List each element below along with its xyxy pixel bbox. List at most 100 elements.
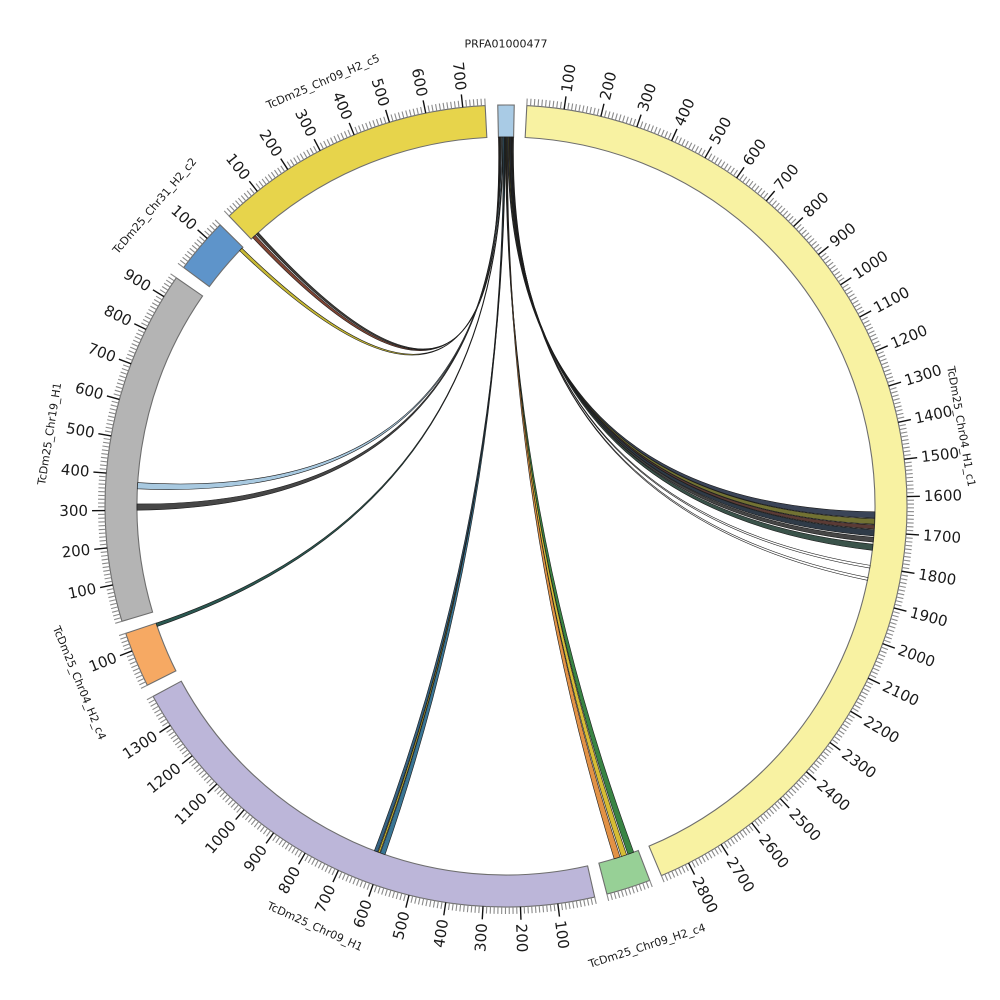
minor-tick-mark xyxy=(299,153,305,161)
minor-tick-mark xyxy=(162,721,169,727)
major-tick-mark xyxy=(298,852,306,865)
minor-tick-mark xyxy=(146,695,154,701)
minor-tick-mark xyxy=(309,147,315,155)
tick-label: 1000 xyxy=(201,817,240,858)
major-tick-mark xyxy=(859,310,872,318)
minor-tick-mark xyxy=(638,884,643,892)
minor-tick-mark xyxy=(99,475,107,478)
minor-tick-mark xyxy=(196,766,203,773)
minor-tick-mark xyxy=(866,326,874,331)
minor-tick-mark xyxy=(373,885,378,893)
minor-tick-mark xyxy=(361,124,366,131)
tick-label: 100 xyxy=(222,150,254,184)
minor-tick-mark xyxy=(886,376,894,380)
minor-tick-mark xyxy=(559,101,562,109)
minor-tick-mark xyxy=(459,904,462,912)
major-tick-mark xyxy=(600,103,605,117)
tick-label: 300 xyxy=(634,81,660,114)
minor-tick-mark xyxy=(574,104,577,112)
minor-tick-mark xyxy=(902,446,910,449)
minor-tick-mark xyxy=(822,751,829,757)
minor-tick-mark xyxy=(736,833,742,841)
minor-tick-mark xyxy=(109,599,117,602)
minor-tick-mark xyxy=(903,555,911,558)
minor-tick-mark xyxy=(137,329,145,334)
minor-tick-mark xyxy=(259,825,265,833)
minor-tick-mark xyxy=(198,769,205,776)
tick-label: 300 xyxy=(59,502,88,520)
major-tick-mark xyxy=(443,902,447,916)
minor-tick-mark xyxy=(341,873,346,880)
minor-tick-mark xyxy=(671,870,676,878)
minor-tick-mark xyxy=(140,684,148,689)
minor-tick-mark xyxy=(782,210,789,217)
minor-tick-mark xyxy=(895,409,903,412)
minor-tick-mark xyxy=(614,113,618,121)
tick-label: 500 xyxy=(706,114,736,148)
minor-tick-mark xyxy=(161,286,169,291)
minor-tick-mark xyxy=(129,660,137,665)
major-tick-mark xyxy=(882,642,896,649)
minor-tick-mark xyxy=(160,718,167,724)
minor-tick-mark xyxy=(416,107,419,115)
major-tick-mark xyxy=(280,158,289,170)
tick-label: 100 xyxy=(86,649,119,676)
tick-label: 1100 xyxy=(870,283,912,317)
major-tick-mark xyxy=(248,180,258,192)
minor-tick-mark xyxy=(194,242,201,248)
tick-label: 500 xyxy=(368,76,394,109)
minor-tick-mark xyxy=(646,124,651,131)
minor-tick-mark xyxy=(779,207,786,214)
minor-tick-mark xyxy=(578,104,581,112)
major-tick-mark xyxy=(348,122,355,136)
tick-label: 400 xyxy=(430,918,452,949)
minor-tick-mark xyxy=(294,848,300,856)
major-tick-mark xyxy=(905,533,920,536)
major-tick-mark xyxy=(779,798,790,809)
minor-tick-mark xyxy=(120,636,128,640)
minor-tick-mark xyxy=(100,456,108,459)
minor-tick-mark xyxy=(898,585,906,588)
minor-tick-mark xyxy=(214,219,221,226)
minor-tick-mark xyxy=(785,792,791,799)
minor-tick-mark xyxy=(345,874,350,882)
minor-tick-mark xyxy=(191,761,198,767)
major-tick-mark xyxy=(422,100,427,114)
minor-tick-mark xyxy=(674,135,679,143)
minor-tick-mark xyxy=(124,646,131,651)
minor-tick-mark xyxy=(824,258,832,264)
minor-tick-mark xyxy=(394,113,398,121)
major-tick-mark xyxy=(817,245,829,256)
minor-tick-mark xyxy=(109,408,117,411)
minor-tick-mark xyxy=(177,743,184,749)
minor-tick-mark xyxy=(326,139,331,146)
minor-tick-mark xyxy=(101,449,109,452)
minor-tick-mark xyxy=(899,427,907,431)
minor-tick-mark xyxy=(694,859,700,866)
minor-tick-mark xyxy=(348,876,353,883)
minor-tick-mark xyxy=(336,134,341,142)
minor-tick-mark xyxy=(890,618,898,622)
minor-tick-mark xyxy=(620,889,624,897)
minor-tick-mark xyxy=(899,581,907,585)
minor-tick-mark xyxy=(808,238,815,244)
tick-label: 600 xyxy=(739,135,770,169)
minor-tick-mark xyxy=(894,603,902,607)
minor-tick-mark xyxy=(127,353,134,358)
minor-tick-mark xyxy=(272,834,278,842)
minor-tick-mark xyxy=(606,893,610,902)
minor-tick-mark xyxy=(548,100,551,108)
minor-tick-mark xyxy=(768,808,775,815)
minor-tick-mark xyxy=(546,904,548,912)
minor-tick-mark xyxy=(392,891,396,899)
minor-tick-mark xyxy=(255,183,261,190)
minor-tick-mark xyxy=(152,705,159,711)
minor-tick-mark xyxy=(889,621,897,625)
minor-tick-mark xyxy=(751,183,757,190)
minor-tick-mark xyxy=(121,639,129,644)
minor-tick-mark xyxy=(790,218,797,225)
minor-tick-mark xyxy=(179,746,186,752)
minor-tick-mark xyxy=(114,617,122,621)
minor-tick-mark xyxy=(888,625,896,629)
